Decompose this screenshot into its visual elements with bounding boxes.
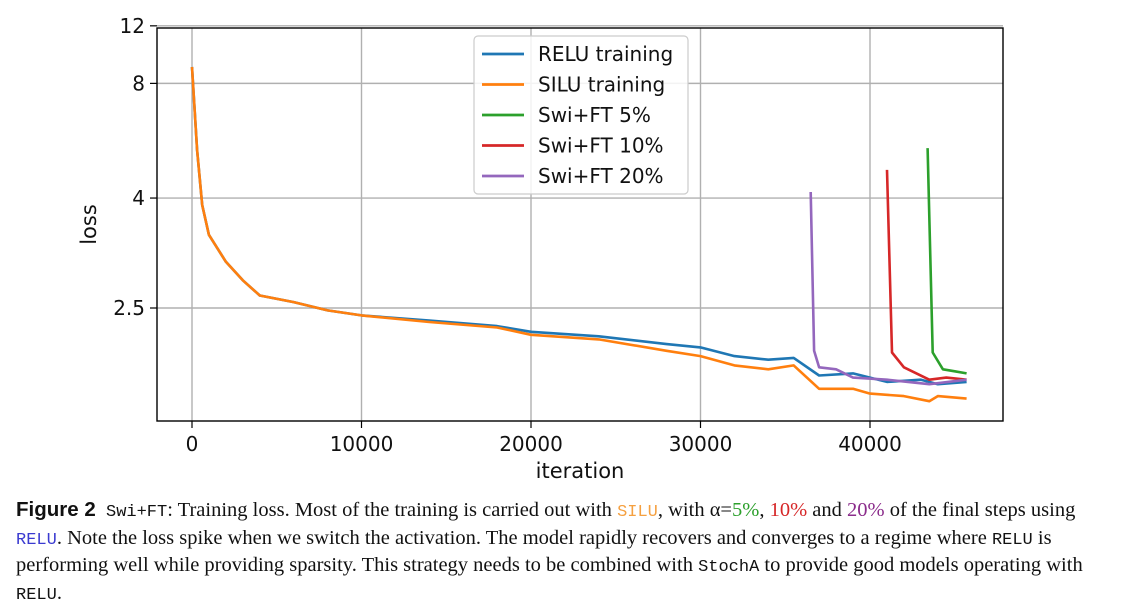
caption-silu: SILU — [617, 503, 658, 522]
legend-box — [473, 35, 689, 195]
x-tick-label: 30000 — [669, 432, 733, 456]
legend-label: SILU training — [538, 73, 665, 97]
caption-relu: RELU — [991, 530, 1033, 550]
y-axis-label: loss — [77, 204, 101, 245]
caption-relu: RELU — [16, 585, 57, 605]
caption-stocha: StochA — [698, 558, 760, 577]
caption-text: . Note the loss spike when we switch the… — [56, 526, 992, 549]
caption-relu: RELU — [16, 530, 57, 550]
legend-label: Swi+FT 5% — [538, 103, 651, 127]
caption-label: Figure 2 — [16, 498, 96, 521]
y-tick-label: 12 — [120, 14, 145, 38]
x-tick-label: 20000 — [499, 432, 563, 456]
x-tick-label: 10000 — [330, 432, 394, 456]
caption-pct5: 5% — [732, 499, 760, 521]
caption-code: Swi+FT — [106, 503, 168, 522]
legend-label: Swi+FT 10% — [538, 134, 664, 158]
loss-chart: 0 10000 20000 30000 40000 2.5 4 8 12 iteration los… — [77, 14, 1004, 483]
figure-caption: Figure 2 Swi+FT: Training loss. Most of … — [16, 498, 1121, 608]
x-tick-label: 40000 — [838, 432, 902, 456]
series-line-swi-ft-5- — [926, 148, 967, 375]
legend-label: RELU training — [538, 42, 673, 66]
caption-text: is performing well while providing spars… — [16, 526, 1052, 577]
plot-frame — [156, 27, 1004, 422]
caption-text: . — [56, 581, 62, 604]
legend-label: Swi+FT 20% — [538, 164, 664, 188]
caption-pct10: 10% — [769, 499, 808, 521]
caption-text: of the final steps using — [884, 499, 1076, 521]
y-tick-label: 4 — [132, 186, 145, 210]
x-tick-label: 0 — [186, 432, 199, 456]
caption-text: and — [807, 499, 848, 521]
caption-text: , with α= — [657, 499, 732, 521]
x-axis-label: iteration — [536, 459, 625, 483]
caption-pct20: 20% — [847, 499, 885, 521]
y-tick-label: 2.5 — [113, 296, 145, 320]
caption-text: , — [759, 499, 770, 521]
caption-text: to provide good models operating with — [759, 554, 1083, 576]
y-tick-label: 8 — [132, 71, 145, 95]
series-line-silu-training — [190, 66, 967, 403]
caption-text: : Training loss. Most of the training is… — [167, 499, 618, 521]
series-line-swi-ft-20- — [809, 191, 967, 386]
series-line-swi-ft-10- — [885, 169, 967, 382]
